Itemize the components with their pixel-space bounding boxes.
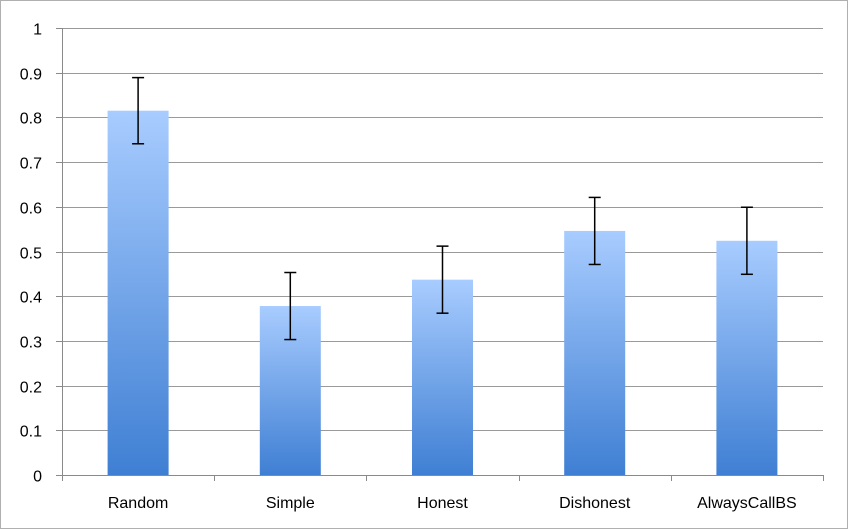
error-bar <box>588 196 601 266</box>
error-bars <box>132 76 753 341</box>
x-category-label: Dishonest <box>559 495 631 512</box>
error-bar <box>740 206 753 276</box>
error-bar <box>436 245 449 314</box>
bar <box>564 230 626 475</box>
y-tick-label: 0.1 <box>20 424 42 441</box>
y-tick-label: 0.7 <box>20 156 42 173</box>
error-bar <box>132 76 145 145</box>
y-tick-label: 0 <box>33 469 42 486</box>
x-category-label: Simple <box>266 495 315 512</box>
y-tick-label: 0.2 <box>20 380 42 397</box>
y-tick-label: 0.6 <box>20 201 42 218</box>
bar <box>716 240 778 475</box>
bars <box>107 110 778 475</box>
y-tick-label: 0.5 <box>20 246 42 263</box>
y-tick-label: 0.4 <box>20 290 42 307</box>
y-tick-label: 0.3 <box>20 335 42 352</box>
bar <box>107 110 169 475</box>
x-category-labels: Random Simple Honest Dishonest AlwaysCallBS <box>108 495 797 512</box>
x-category-label: Honest <box>417 495 468 512</box>
x-category-label: AlwaysCallBS <box>697 495 797 512</box>
error-bar <box>284 271 297 341</box>
y-tick-label: 0.8 <box>20 111 42 128</box>
y-tick-label: 1 <box>33 22 42 39</box>
y-tick-label: 0.9 <box>20 67 42 84</box>
axes <box>56 28 824 481</box>
x-category-label: Random <box>108 495 168 512</box>
gridlines <box>62 28 823 431</box>
y-tick-labels: 0 0.1 0.2 0.3 0.4 0.5 0.6 0.7 0.8 0.9 1 <box>20 22 42 486</box>
